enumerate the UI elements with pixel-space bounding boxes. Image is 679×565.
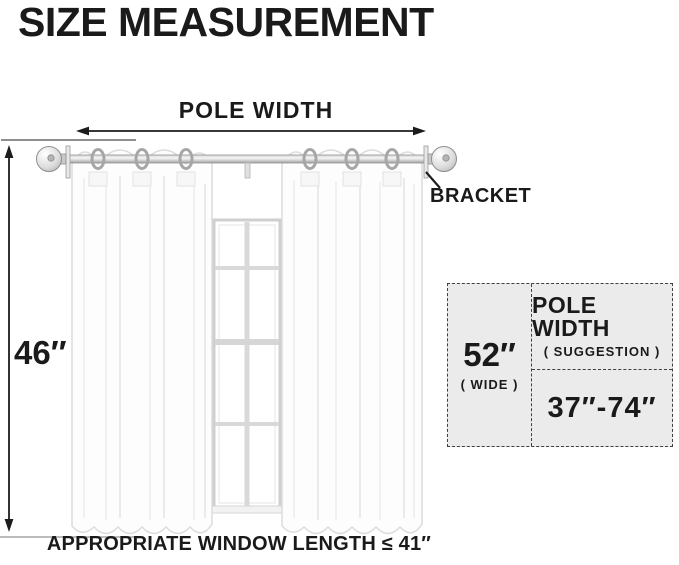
curtain-folds-right <box>293 178 415 520</box>
finial-ball-right <box>431 146 457 172</box>
pole-width-measure-arrow <box>76 126 426 136</box>
window-sill <box>207 505 287 514</box>
pole-width-title: POLE WIDTH <box>532 292 610 341</box>
curtain-height-label: 46″ <box>14 334 67 371</box>
grommet-ring <box>90 148 106 170</box>
bracket-pointer-line <box>425 171 441 189</box>
grommet-ring <box>178 148 194 170</box>
panel-width-value: 52″ <box>463 336 516 374</box>
pole-width-label: POLE WIDTH <box>178 97 334 123</box>
grommet-ring <box>344 148 360 170</box>
height-measure-arrow <box>4 145 14 532</box>
rod-center-support <box>244 162 251 179</box>
spec-pole-range-cell: 37″-74″ <box>532 370 672 446</box>
grommets <box>90 148 400 170</box>
window <box>207 218 287 514</box>
curtain-panel-left <box>71 149 213 535</box>
page-title: SIZE MEASUREMENT <box>18 0 434 45</box>
size-spec-box: 52″ ( WIDE ) POLE WIDTH ( SUGGESTION ) 3… <box>447 283 673 447</box>
spec-pole-width-cell: POLE WIDTH ( SUGGESTION ) <box>532 284 672 370</box>
curtain-panel-right <box>281 149 423 535</box>
pole-width-range: 37″-74″ <box>547 391 657 424</box>
grommet-tabs <box>88 171 402 187</box>
pole-width-caption: ( SUGGESTION ) <box>543 344 661 359</box>
grommet-ring <box>134 148 150 170</box>
spec-panel-width-cell: 52″ ( WIDE ) <box>448 284 532 446</box>
curtain-folds-left <box>83 176 206 520</box>
window-length-note: APPROPRIATE WINDOW LENGTH ≤ 41″ <box>46 533 432 555</box>
bracket-label: BRACKET <box>430 185 532 207</box>
grommet-ring <box>384 148 400 170</box>
panel-width-caption: ( WIDE ) <box>460 376 519 392</box>
grommet-ring <box>302 148 318 170</box>
finial-ball-left <box>36 146 62 172</box>
